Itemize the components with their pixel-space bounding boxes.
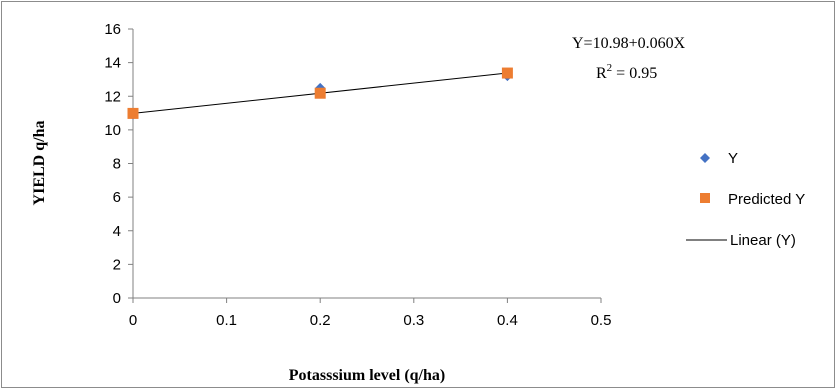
x-tick-label: 0.4 <box>497 312 518 329</box>
y-tick-label: 4 <box>113 223 121 240</box>
x-tick-label: 0.1 <box>216 312 237 329</box>
x-axis-title: Potasssium level (q/ha) <box>289 367 445 384</box>
data-points <box>127 67 513 120</box>
axes <box>132 29 601 299</box>
legend-marker-diamond <box>700 153 710 163</box>
y-tick-label: 8 <box>113 156 121 173</box>
legend-item-predicted-y: Predicted Y <box>700 191 805 208</box>
x-tick-label: 0 <box>129 312 137 329</box>
y-tick-label: 16 <box>104 21 121 38</box>
y-tick-label: 0 <box>113 290 121 307</box>
legend-marker-square <box>700 193 710 203</box>
r-squared-prefix: R <box>596 65 607 82</box>
x-tick-label: 0.2 <box>310 312 331 329</box>
legend-label-linear-y: Linear (Y) <box>730 232 796 249</box>
r-squared-label: R2 = 0.95 <box>596 62 657 82</box>
r-squared-value: = 0.95 <box>612 65 657 82</box>
legend-label-y: Y <box>728 150 738 167</box>
x-tick-label: 0.5 <box>591 312 612 329</box>
y-tick-labels: 0 2 4 6 8 10 12 14 16 <box>104 21 133 307</box>
point-predicted-y <box>314 87 326 99</box>
y-tick-label: 12 <box>104 88 121 105</box>
y-tick-label: 10 <box>104 122 121 139</box>
x-tick-label: 0.3 <box>403 312 424 329</box>
x-tick-labels: 0 0.1 0.2 0.3 0.4 0.5 <box>129 298 612 329</box>
legend-item-linear-y: Linear (Y) <box>686 232 796 249</box>
r-squared-superscript: 2 <box>607 62 613 74</box>
y-tick-label: 6 <box>113 189 121 206</box>
regression-equation: Y=10.98+0.060X <box>572 35 686 52</box>
y-axis-title: YIELD q/ha <box>31 121 48 206</box>
point-predicted-y <box>501 67 513 79</box>
y-tick-label: 2 <box>113 256 121 273</box>
legend: Y Predicted Y Linear (Y) <box>686 150 805 249</box>
y-tick-label: 14 <box>104 55 121 72</box>
point-predicted-y <box>127 107 139 119</box>
legend-label-predicted-y: Predicted Y <box>728 191 805 208</box>
legend-item-y: Y <box>700 150 738 167</box>
